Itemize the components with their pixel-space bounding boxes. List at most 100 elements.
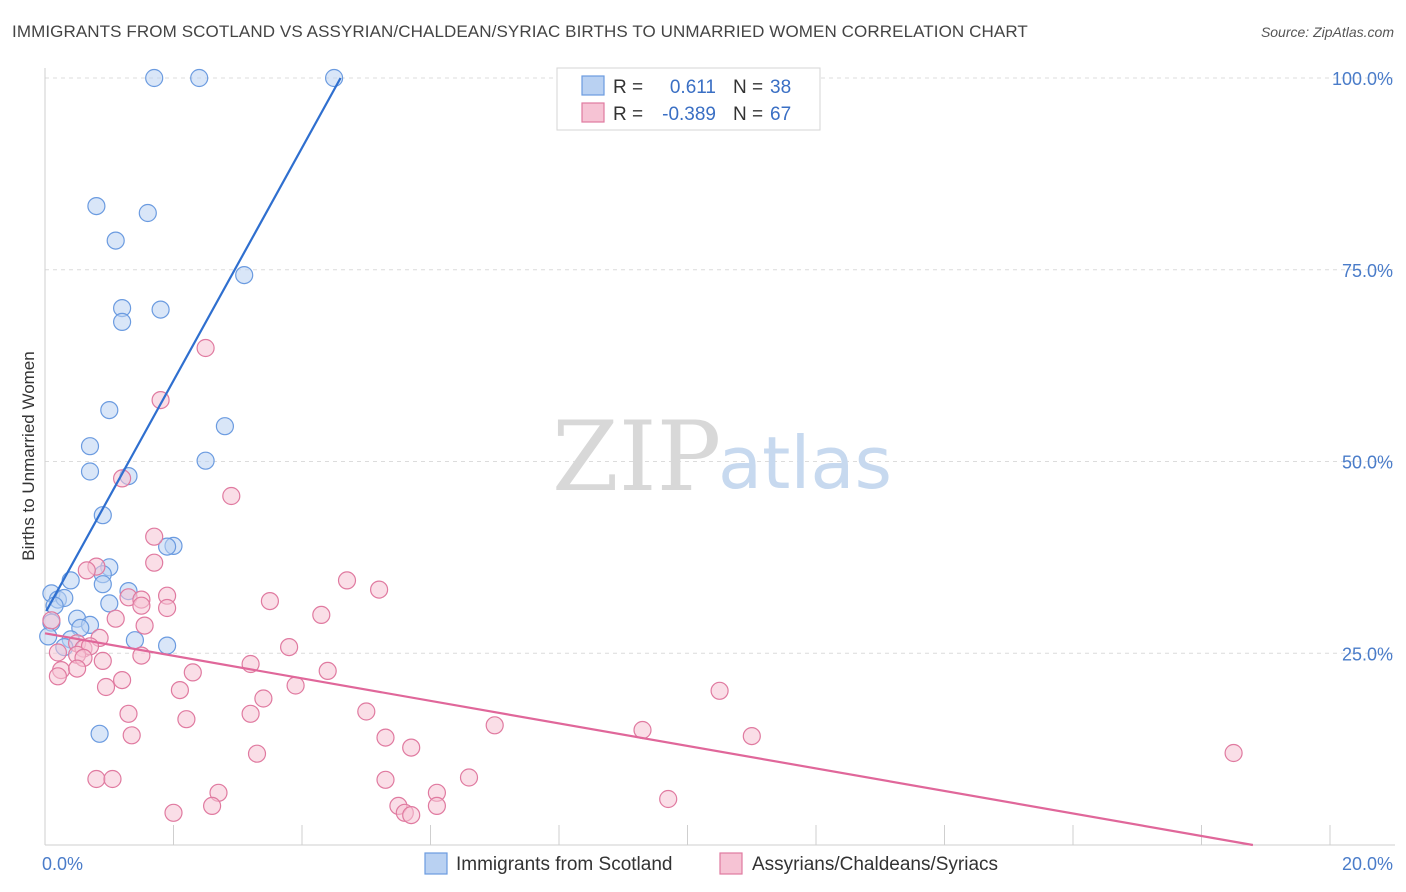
y-tick-label-0: 25.0% xyxy=(1342,644,1393,664)
point-series1-0 xyxy=(196,338,215,358)
stats-n-value-scotland: 38 xyxy=(770,77,791,98)
stats-r-value-assyrian: -0.389 xyxy=(662,104,716,125)
point-series1-56 xyxy=(459,768,479,787)
point-series0-4 xyxy=(138,203,157,223)
series-legend: Immigrants from Scotland Assyrians/Chald… xyxy=(424,852,998,875)
point-series1-38 xyxy=(96,677,116,697)
point-series1-54 xyxy=(87,769,106,789)
point-series1-14 xyxy=(132,596,151,615)
point-series1-57 xyxy=(376,770,395,789)
point-series1-15 xyxy=(158,598,177,618)
stats-swatch-scotland xyxy=(581,75,605,96)
stats-n-label-assyrian: N = xyxy=(733,104,763,125)
y-tick-label-3: 100.0% xyxy=(1332,69,1393,89)
axes xyxy=(44,68,1395,846)
stats-n-label-scotland: N = xyxy=(733,77,763,98)
point-series1-7 xyxy=(77,561,96,580)
point-series0-38 xyxy=(90,724,109,743)
point-series0-22 xyxy=(93,575,112,594)
point-series0-3 xyxy=(87,197,106,216)
stats-legend: R = 0.611 N = 38 R = -0.389 N = 67 xyxy=(556,67,821,131)
x-tick-label-1: 20.0% xyxy=(1342,854,1393,874)
point-series1-50 xyxy=(376,728,395,747)
legend-swatch-assyrian xyxy=(719,852,743,875)
watermark: ZIP atlas xyxy=(552,401,892,513)
point-series1-36 xyxy=(112,670,132,690)
point-series1-33 xyxy=(183,663,202,682)
chart-title: IMMIGRANTS FROM SCOTLAND VS ASSYRIAN/CHA… xyxy=(12,22,1028,41)
y-tick-label-2: 75.0% xyxy=(1342,261,1393,281)
point-series1-19 xyxy=(135,616,154,635)
point-series1-44 xyxy=(241,704,260,723)
point-series0-13 xyxy=(196,451,215,470)
point-series0-14 xyxy=(80,462,100,481)
point-series1-3 xyxy=(222,486,241,506)
point-series0-6 xyxy=(235,266,254,285)
point-series1-65 xyxy=(402,805,421,825)
stats-r-label-scotland: R = xyxy=(613,77,643,98)
point-series1-53 xyxy=(1224,743,1243,763)
point-series0-1 xyxy=(190,68,209,88)
point-series0-37 xyxy=(158,636,177,655)
point-series1-42 xyxy=(357,702,376,721)
stats-r-label-assyrian: R = xyxy=(613,104,643,125)
point-series1-34 xyxy=(318,661,337,681)
point-series0-0 xyxy=(145,68,164,88)
point-series1-25 xyxy=(48,643,68,662)
point-series1-41 xyxy=(254,689,273,708)
point-series1-32 xyxy=(67,659,87,678)
point-series0-35 xyxy=(125,631,144,650)
point-series1-66 xyxy=(164,803,183,822)
point-series1-4 xyxy=(145,527,164,546)
point-series0-11 xyxy=(215,417,234,436)
point-series1-13 xyxy=(260,591,279,611)
point-series0-21 xyxy=(61,571,80,590)
point-series1-9 xyxy=(370,580,389,599)
point-series1-63 xyxy=(427,796,446,816)
point-series1-39 xyxy=(170,680,189,700)
trend-line-series0 xyxy=(45,77,342,612)
point-series1-60 xyxy=(659,789,678,809)
point-series1-61 xyxy=(203,796,222,816)
point-series1-27 xyxy=(93,651,112,671)
point-series0-5 xyxy=(106,231,125,250)
point-series1-40 xyxy=(710,681,729,700)
point-series1-16 xyxy=(312,605,331,625)
tick-labels: 25.0% 50.0% 75.0% 100.0% 0.0% 20.0% xyxy=(42,69,1393,874)
stats-n-value-assyrian: 67 xyxy=(770,104,791,125)
y-tick-label-1: 50.0% xyxy=(1342,453,1393,473)
trend-lines xyxy=(44,77,1254,847)
point-series0-18 xyxy=(158,537,177,556)
point-series1-49 xyxy=(122,726,141,745)
point-series1-45 xyxy=(177,710,196,729)
point-series1-17 xyxy=(106,609,125,628)
x-tick-label-0: 0.0% xyxy=(42,854,83,874)
point-series0-10 xyxy=(100,401,119,420)
stats-swatch-assyrian xyxy=(581,102,605,123)
stats-r-value-scotland: 0.611 xyxy=(670,77,716,98)
point-series0-27 xyxy=(100,594,119,613)
source-credit: Source: ZipAtlas.com xyxy=(1260,24,1394,40)
point-series1-51 xyxy=(402,738,421,757)
point-series1-37 xyxy=(286,676,305,695)
legend-label-assyrian: Assyrians/Chaldeans/Syriacs xyxy=(752,854,998,875)
legend-label-scotland: Immigrants from Scotland xyxy=(456,854,672,875)
point-series1-8 xyxy=(337,571,357,590)
point-series1-46 xyxy=(485,716,504,735)
legend-swatch-scotland xyxy=(424,852,448,875)
point-series1-35 xyxy=(48,667,68,686)
point-series0-9 xyxy=(151,300,170,319)
point-series0-33 xyxy=(39,627,58,646)
point-series1-18 xyxy=(42,611,61,630)
watermark-atlas: atlas xyxy=(718,421,892,505)
gridlines xyxy=(45,77,1395,654)
y-axis-title: Births to Unmarried Women xyxy=(19,351,38,560)
point-series0-12 xyxy=(80,437,100,456)
point-series1-52 xyxy=(247,744,267,763)
point-series1-24 xyxy=(280,637,299,657)
point-series0-8 xyxy=(112,312,132,331)
watermark-zip: ZIP xyxy=(552,401,721,513)
point-series1-48 xyxy=(742,726,761,746)
point-series1-43 xyxy=(119,704,138,723)
